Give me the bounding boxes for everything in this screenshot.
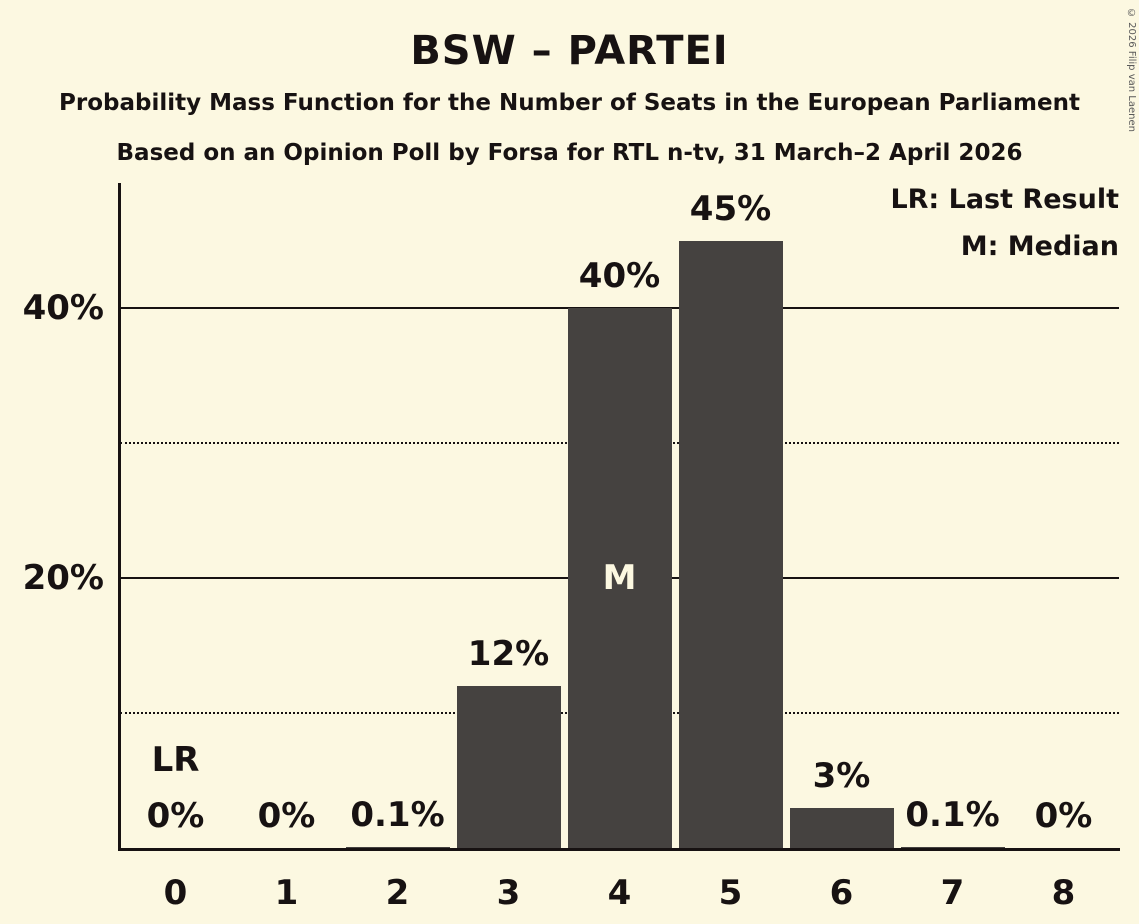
median-label: M [602, 558, 637, 598]
chart-source-subtitle: Based on an Opinion Poll by Forsa for RT… [116, 140, 1023, 166]
x-axis-label-0: 0 [163, 873, 188, 913]
value-label-3: 12% [467, 634, 550, 674]
x-axis-label-8: 8 [1051, 873, 1076, 913]
x-axis-label-4: 4 [607, 873, 632, 913]
value-label-7: 0.1% [905, 794, 1000, 835]
bar-seats-3 [456, 686, 561, 848]
chart-title: BSW – PARTEI [410, 28, 729, 74]
legend-last-result: LR: Last Result [890, 184, 1119, 215]
y-axis-label-40: 40% [22, 288, 104, 328]
value-label-5: 45% [689, 188, 772, 229]
x-axis-label-2: 2 [385, 873, 410, 913]
x-axis-label-3: 3 [496, 873, 521, 913]
value-label-2: 0.1% [350, 794, 445, 835]
bar-seats-5 [678, 240, 783, 848]
last-result-label: LR [151, 740, 200, 780]
bar-seats-6 [789, 807, 894, 848]
copyright-notice: © 2026 Filip van Laenen [1126, 8, 1137, 132]
legend-median: M: Median [960, 231, 1119, 262]
x-axis-label-6: 6 [829, 873, 854, 913]
chart-subtitle: Probability Mass Function for the Number… [59, 90, 1080, 116]
bar-seats-7 [900, 846, 1005, 848]
x-axis-label-7: 7 [940, 873, 965, 913]
bar-seats-2 [345, 846, 450, 848]
x-axis-line [118, 848, 1120, 851]
x-axis-label-5: 5 [718, 873, 743, 913]
value-label-1: 0% [257, 796, 316, 836]
value-label-0: 0% [146, 796, 205, 836]
value-label-8: 0% [1034, 796, 1093, 836]
x-axis-label-1: 1 [274, 873, 299, 913]
bar-seats-4 [567, 308, 672, 848]
y-axis-label-20: 20% [22, 558, 104, 598]
y-axis-line [118, 183, 121, 848]
value-label-6: 3% [812, 755, 871, 796]
value-label-4: 40% [578, 256, 661, 296]
